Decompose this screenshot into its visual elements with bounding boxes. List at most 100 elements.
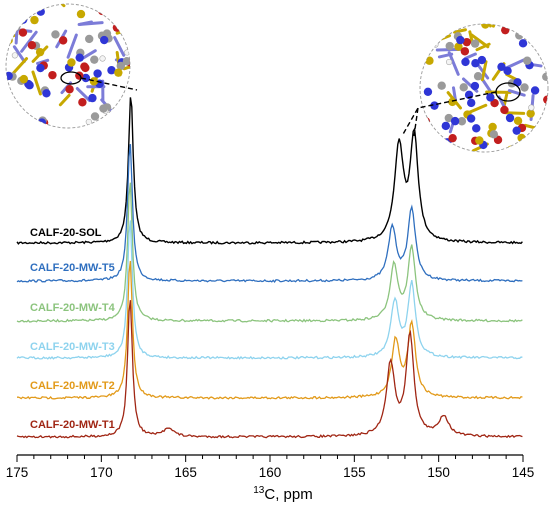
atom [542, 72, 548, 82]
atom [48, 70, 57, 80]
atom [543, 36, 548, 45]
atom [489, 130, 499, 139]
atom [450, 116, 460, 126]
atom [454, 42, 463, 51]
atom [51, 30, 60, 39]
atom [107, 66, 116, 75]
spectrum-line-4 [16, 220, 523, 360]
atom [526, 109, 535, 118]
atom [100, 35, 109, 45]
atom [18, 28, 28, 37]
bond [480, 77, 492, 93]
atom [78, 98, 87, 107]
atom [90, 55, 99, 64]
leader-line-right-a [401, 91, 497, 137]
atom [459, 83, 468, 92]
bond [452, 28, 467, 34]
bond [54, 4, 66, 8]
atom [67, 58, 76, 67]
bond [427, 149, 441, 152]
atom [96, 4, 103, 12]
bond [507, 89, 526, 97]
bond [113, 36, 126, 57]
atom [513, 78, 522, 87]
atom [35, 47, 45, 57]
x-axis-title-main: C, ppm [264, 486, 312, 503]
spectrum-line-2 [16, 144, 523, 283]
series-label-6: CALF-20-MW-T1 [30, 419, 115, 431]
bond [11, 8, 19, 22]
atom [448, 97, 457, 107]
x-tick-label-145: 145 [512, 465, 535, 480]
atom [515, 31, 524, 40]
x-tick-label-170: 170 [90, 465, 113, 480]
atom [470, 39, 480, 48]
series-label-2: CALF-20-MW-T5 [30, 262, 115, 274]
x-tick-label-160: 160 [259, 465, 282, 480]
atom [521, 148, 528, 152]
atom [81, 73, 91, 83]
atom [486, 93, 495, 102]
atom [444, 113, 453, 123]
atom [421, 117, 431, 126]
atom [536, 24, 545, 32]
bond [17, 113, 27, 128]
bond [115, 24, 130, 35]
series-label-4: CALF-20-MW-T3 [30, 341, 115, 353]
bond [485, 24, 492, 28]
bond [20, 30, 38, 53]
leader-line-left [80, 77, 138, 91]
bond [75, 87, 91, 102]
atom [520, 83, 529, 92]
spectrum-line-1 [16, 97, 523, 245]
atom [11, 52, 18, 59]
atom [528, 104, 535, 111]
right-structure-inset [419, 23, 549, 153]
atom [445, 58, 453, 66]
atom [500, 105, 509, 115]
atom [535, 132, 544, 142]
atom [460, 47, 470, 56]
bond [17, 4, 24, 24]
atom [481, 24, 490, 29]
atom [9, 105, 18, 114]
atom [76, 9, 86, 19]
leader-line-right-b [413, 107, 419, 137]
atom [420, 140, 429, 149]
atom [475, 136, 484, 145]
atom [441, 121, 451, 131]
bond [12, 57, 29, 75]
atom [6, 71, 13, 81]
spectrum-line-6 [16, 300, 523, 439]
atom [530, 86, 540, 95]
atom [470, 81, 480, 91]
atom [99, 104, 108, 113]
atom [111, 4, 120, 13]
atom [448, 133, 457, 143]
atom [99, 55, 106, 62]
x-tick-label-175: 175 [6, 465, 29, 480]
atom [425, 56, 434, 65]
spectrum-traces [16, 97, 523, 439]
bond [475, 42, 491, 52]
bond [480, 60, 488, 82]
bond [77, 21, 104, 26]
atom [114, 68, 123, 77]
atom [497, 62, 506, 72]
atom [523, 56, 532, 65]
x-axis-title-superscript: 13 [253, 485, 265, 496]
bond [14, 23, 19, 45]
bond [58, 93, 71, 107]
atom [461, 57, 470, 67]
bond [12, 45, 26, 64]
x-tick-label-155: 155 [343, 465, 366, 480]
bond [463, 52, 477, 60]
atom [27, 41, 37, 50]
structure-insets [5, 3, 549, 153]
spectrum-line-5 [17, 260, 523, 400]
atom [432, 41, 439, 48]
series-label-5: CALF-20-MW-T2 [30, 380, 115, 392]
bond [66, 33, 78, 59]
atom [42, 89, 51, 98]
atom [512, 126, 521, 135]
